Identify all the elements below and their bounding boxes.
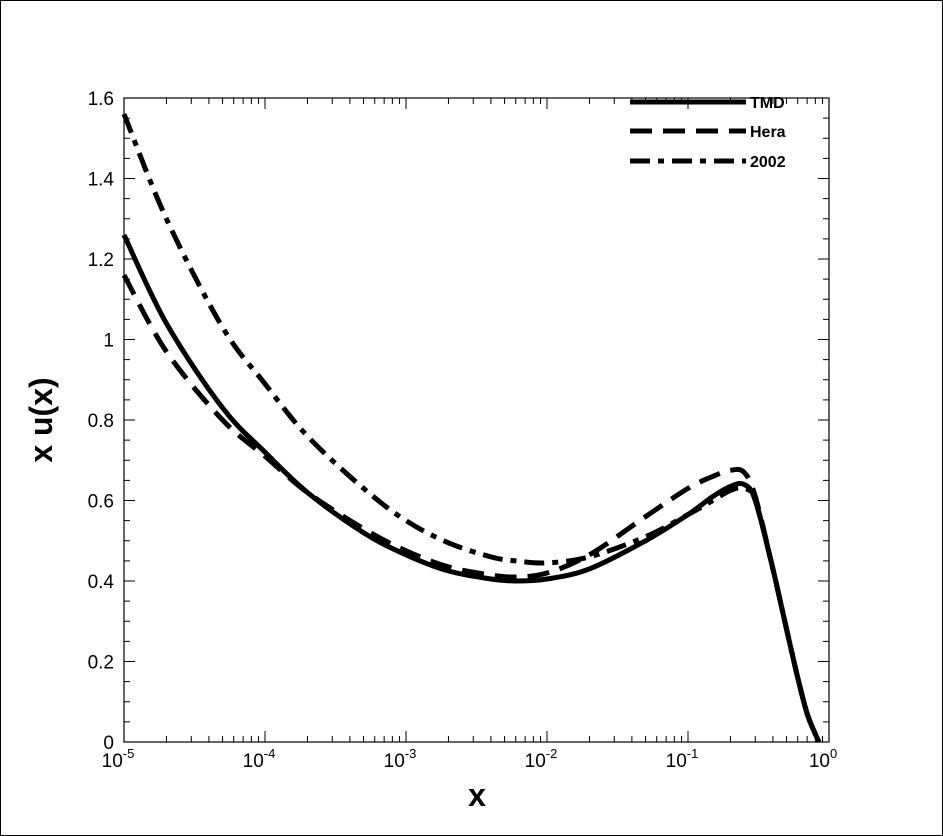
y-tick-label: 0.6 bbox=[88, 492, 114, 513]
x-tick-label: 10-5 bbox=[102, 746, 135, 772]
legend-label: 2002 bbox=[750, 154, 786, 171]
x-tick-exponent: -4 bbox=[264, 746, 276, 761]
y-tick-label: 0.8 bbox=[88, 411, 114, 432]
x-tick-label: 10-4 bbox=[243, 746, 276, 772]
y-tick-label: 0.2 bbox=[88, 653, 114, 674]
x-tick-base: 10 bbox=[384, 751, 405, 772]
y-tick-label: 1 bbox=[103, 331, 114, 352]
x-tick-exponent: -2 bbox=[546, 746, 558, 761]
y-tick-label: 1.6 bbox=[88, 89, 114, 110]
x-axis-ticks: 10-5 10-4 10-3 10-2 10-1 100 bbox=[102, 98, 837, 772]
x-tick-exponent: -3 bbox=[405, 746, 417, 761]
series-line-2002 bbox=[121, 113, 822, 744]
series-line-tmd bbox=[121, 233, 822, 744]
x-tick-base: 10 bbox=[102, 751, 123, 772]
x-tick-label: 100 bbox=[809, 746, 837, 772]
x-tick-exponent: -1 bbox=[687, 746, 699, 761]
x-tick-label: 10-2 bbox=[525, 746, 558, 772]
y-tick-label: 0 bbox=[103, 733, 114, 754]
y-axis-ticks: 0 0.2 0.4 0.6 0.8 1 1.2 1.4 1.6 bbox=[88, 89, 829, 754]
y-axis-label: x u(x) bbox=[23, 377, 59, 462]
x-tick-label: 10-3 bbox=[384, 746, 417, 772]
legend-label: TMD bbox=[750, 95, 785, 112]
series-layer bbox=[121, 113, 822, 744]
legend: TMD Hera 2002 bbox=[630, 95, 786, 171]
x-tick-base: 10 bbox=[243, 751, 264, 772]
legend-label: Hera bbox=[750, 124, 786, 141]
x-tick-base: 10 bbox=[809, 751, 830, 772]
x-tick-exponent: 0 bbox=[830, 746, 837, 761]
x-axis-label: x bbox=[468, 777, 486, 813]
x-tick-base: 10 bbox=[666, 751, 687, 772]
x-tick-label: 10-1 bbox=[666, 746, 699, 772]
x-tick-exponent: -5 bbox=[123, 746, 135, 761]
series-line-hera bbox=[121, 273, 822, 744]
y-tick-label: 1.4 bbox=[88, 170, 115, 191]
y-tick-label: 0.4 bbox=[88, 572, 115, 593]
x-tick-base: 10 bbox=[525, 751, 546, 772]
y-tick-label: 1.2 bbox=[88, 250, 114, 271]
